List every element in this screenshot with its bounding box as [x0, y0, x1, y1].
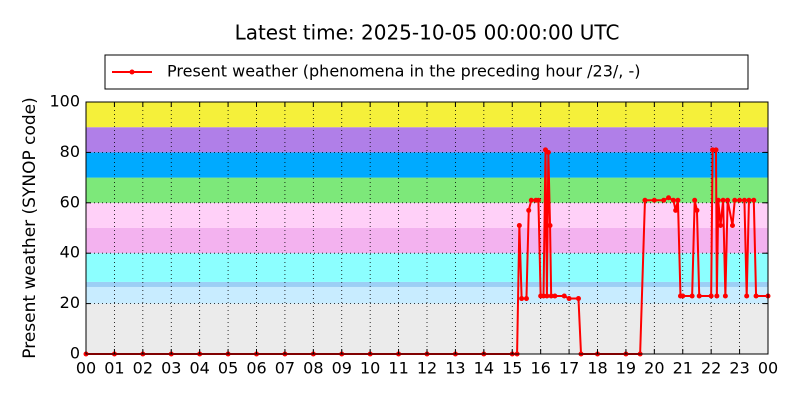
x-tick-label: 15: [502, 359, 522, 378]
point: [722, 293, 728, 299]
y-tick-label: 0: [70, 344, 80, 363]
point: [715, 197, 721, 203]
x-tick-label: 03: [161, 359, 181, 378]
x-tick-label: 20: [644, 359, 664, 378]
y-tick-label: 40: [60, 243, 80, 262]
legend-label: Present weather (phenomena in the preced…: [167, 62, 640, 81]
x-tick-label: 04: [189, 359, 209, 378]
x-tick-label: 22: [701, 359, 721, 378]
band: [86, 303, 768, 354]
point: [725, 197, 731, 203]
point: [713, 147, 719, 153]
point: [526, 207, 532, 213]
legend: Present weather (phenomena in the preced…: [104, 54, 749, 90]
x-tick-label: 05: [218, 359, 238, 378]
x-tick-label: 23: [729, 359, 749, 378]
point: [561, 293, 567, 299]
x-tick-label: 07: [275, 359, 295, 378]
band: [86, 228, 768, 254]
x-tick-label: 18: [587, 359, 607, 378]
x-tick-label: 14: [474, 359, 494, 378]
point: [751, 197, 757, 203]
x-tick-label: 00: [76, 359, 96, 378]
x-tick-label: 19: [616, 359, 636, 378]
point: [689, 293, 695, 299]
point: [680, 293, 686, 299]
legend-box: [104, 54, 749, 90]
y-tick-label: 80: [60, 142, 80, 161]
x-tick-label: 10: [360, 359, 380, 378]
point: [737, 197, 743, 203]
point: [673, 207, 679, 213]
chart-title: Latest time: 2025-10-05 00:00:00 UTC: [235, 21, 620, 45]
x-tick-label: 12: [417, 359, 437, 378]
point: [732, 197, 738, 203]
x-tick-label: 01: [104, 359, 124, 378]
point: [642, 197, 648, 203]
y-tick-label: 60: [60, 192, 80, 211]
band: [86, 152, 768, 178]
plot: [83, 147, 771, 357]
axes: 00 01 02 03 04 05 06 07 08 09 10 11 12 13 14 15 16 17 18 19…: [49, 92, 778, 378]
x-tick-label: 21: [673, 359, 693, 378]
point: [528, 197, 534, 203]
point: [516, 222, 522, 228]
point: [670, 197, 676, 203]
point: [729, 222, 735, 228]
point: [696, 293, 702, 299]
x-tick-label: 17: [559, 359, 579, 378]
point: [694, 207, 700, 213]
point: [692, 197, 698, 203]
point: [744, 293, 750, 299]
point: [547, 222, 553, 228]
point: [741, 197, 747, 203]
x-tick-label: 11: [388, 359, 408, 378]
point: [651, 197, 657, 203]
x-tick-label: 09: [332, 359, 352, 378]
point: [708, 293, 714, 299]
band: [86, 286, 768, 304]
point: [523, 296, 529, 302]
point: [720, 197, 726, 203]
point: [666, 195, 672, 201]
point: [746, 197, 752, 203]
x-tick-label: 00: [758, 359, 778, 378]
y-tick-label: 100: [49, 92, 80, 111]
point: [552, 293, 558, 299]
band: [86, 281, 768, 287]
point: [718, 222, 724, 228]
point: [675, 197, 681, 203]
point: [544, 293, 550, 299]
y-tick-label: 20: [60, 293, 80, 312]
point: [714, 293, 720, 299]
point: [753, 293, 759, 299]
bands: [86, 102, 768, 354]
point: [519, 296, 525, 302]
point: [566, 296, 572, 302]
point: [545, 149, 551, 155]
x-tick-label: 06: [246, 359, 266, 378]
x-tick-label: 16: [530, 359, 550, 378]
y-axis-label: Present weather (SYNOP code): [20, 97, 40, 358]
point: [661, 197, 667, 203]
band: [86, 127, 768, 153]
x-tick-label: 08: [303, 359, 323, 378]
point: [575, 296, 581, 302]
band: [86, 253, 768, 282]
point: [548, 293, 554, 299]
legend-marker: [129, 69, 135, 75]
x-tick-label: 02: [133, 359, 153, 378]
x-tick-label: 13: [445, 359, 465, 378]
point: [535, 197, 541, 203]
